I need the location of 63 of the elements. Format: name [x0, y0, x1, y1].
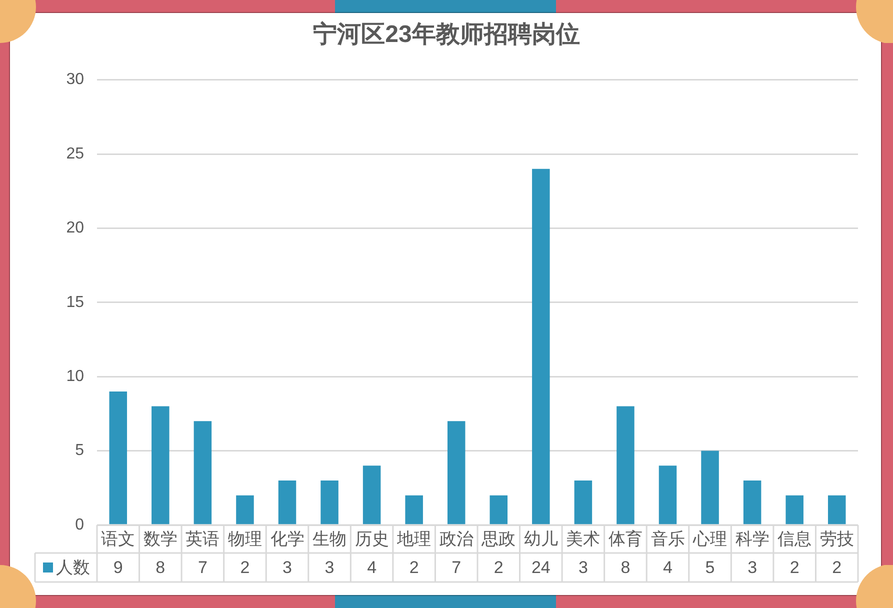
data-label: 3 — [324, 558, 334, 578]
x-tick-label: 体育 — [608, 530, 642, 549]
data-label: 2 — [790, 558, 800, 578]
bar — [743, 480, 762, 524]
data-label: 3 — [282, 558, 292, 578]
y-tick-label: 5 — [75, 442, 84, 460]
data-label: 7 — [198, 558, 208, 578]
data-label: 2 — [409, 558, 419, 578]
x-tick-label: 美术 — [566, 530, 600, 549]
x-tick-label: 政治 — [439, 530, 474, 549]
data-label: 4 — [367, 558, 377, 578]
data-label: 3 — [748, 558, 758, 578]
y-tick-label: 0 — [75, 516, 84, 534]
x-tick-label: 幼儿 — [524, 530, 558, 549]
y-tick-label: 15 — [66, 294, 84, 311]
y-tick-label: 25 — [66, 145, 84, 162]
bar — [447, 421, 466, 524]
x-tick-label: 音乐 — [650, 530, 685, 549]
bar — [362, 466, 381, 524]
bar — [152, 406, 170, 524]
data-label: 8 — [156, 558, 166, 578]
y-tick-label: 20 — [66, 220, 84, 237]
x-tick-label: 心理 — [692, 530, 728, 549]
data-label: 2 — [240, 558, 250, 578]
data-label: 7 — [452, 558, 462, 578]
data-label: 2 — [494, 558, 504, 578]
bar — [616, 406, 634, 524]
bar — [405, 495, 423, 524]
bar — [574, 480, 592, 524]
bar — [786, 495, 804, 524]
legend-label: 人数 — [56, 558, 90, 578]
bar — [701, 450, 719, 524]
x-tick-label: 化学 — [270, 530, 304, 549]
data-label: 3 — [578, 558, 588, 578]
x-tick-label: 历史 — [354, 530, 389, 549]
bar — [320, 480, 338, 524]
y-tick-label: 30 — [66, 71, 84, 88]
data-label: 8 — [620, 558, 630, 578]
chart-title: 宁河区23年教师招聘岗位 — [313, 21, 580, 48]
x-tick-label: 物理 — [228, 530, 262, 549]
data-label: 5 — [705, 558, 715, 578]
x-tick-label: 地理 — [396, 530, 432, 549]
data-label: 2 — [832, 558, 842, 578]
x-tick-label: 英语 — [186, 530, 220, 549]
x-tick-label: 信息 — [778, 530, 812, 549]
bar — [532, 168, 550, 524]
bar — [109, 391, 128, 524]
bar — [490, 495, 508, 524]
x-tick-label: 生物 — [312, 530, 347, 549]
x-tick-label: 科学 — [735, 530, 770, 549]
data-label: 24 — [531, 558, 550, 578]
data-label: 4 — [663, 558, 672, 578]
y-tick-label: 10 — [66, 368, 84, 386]
x-tick-label: 数学 — [143, 530, 178, 549]
bar — [658, 466, 677, 524]
x-tick-label: 思政 — [480, 530, 516, 549]
bar — [828, 495, 846, 524]
bar — [194, 421, 212, 524]
x-tick-label: 语文 — [101, 530, 136, 549]
x-tick-label: 劳技 — [820, 530, 854, 549]
bar — [278, 480, 296, 524]
bar — [236, 495, 254, 524]
data-label: 9 — [113, 558, 123, 578]
